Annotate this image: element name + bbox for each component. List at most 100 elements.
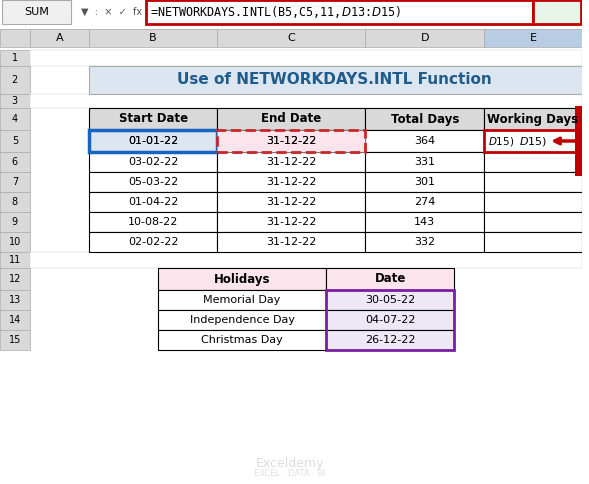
FancyBboxPatch shape [366, 108, 484, 130]
Text: 12: 12 [9, 274, 21, 284]
Text: 364: 364 [414, 136, 435, 146]
FancyBboxPatch shape [0, 29, 29, 47]
FancyBboxPatch shape [29, 252, 582, 268]
Text: 30-05-22: 30-05-22 [365, 295, 415, 305]
FancyBboxPatch shape [484, 130, 582, 152]
Text: 7: 7 [12, 177, 18, 187]
Text: 01-04-22: 01-04-22 [128, 197, 178, 207]
FancyBboxPatch shape [484, 130, 582, 152]
Text: $D$15): $D$15) [519, 135, 547, 148]
FancyBboxPatch shape [534, 0, 581, 24]
Text: Start Date: Start Date [118, 112, 188, 125]
Text: Memorial Day: Memorial Day [203, 295, 281, 305]
FancyBboxPatch shape [158, 290, 326, 310]
Text: Date: Date [375, 272, 406, 286]
FancyBboxPatch shape [366, 152, 484, 172]
FancyBboxPatch shape [217, 172, 366, 192]
FancyBboxPatch shape [484, 29, 582, 47]
Text: D: D [421, 33, 429, 43]
FancyBboxPatch shape [29, 29, 89, 47]
Text: 31-12-22: 31-12-22 [266, 136, 316, 146]
Text: SUM: SUM [24, 7, 49, 17]
FancyBboxPatch shape [89, 232, 217, 252]
Text: 15: 15 [9, 335, 21, 345]
Text: ▼  :  ×  ✓  fx: ▼ : × ✓ fx [81, 7, 142, 17]
FancyBboxPatch shape [217, 212, 366, 232]
Text: Total Days: Total Days [391, 112, 459, 125]
FancyBboxPatch shape [89, 108, 217, 130]
FancyBboxPatch shape [158, 330, 326, 350]
Text: 8: 8 [12, 197, 18, 207]
FancyBboxPatch shape [484, 172, 582, 192]
FancyBboxPatch shape [89, 29, 217, 47]
Text: 10-08-22: 10-08-22 [128, 217, 178, 227]
Text: 274: 274 [414, 197, 435, 207]
FancyBboxPatch shape [29, 50, 582, 66]
FancyBboxPatch shape [89, 212, 217, 232]
FancyBboxPatch shape [29, 94, 582, 108]
Text: 02-02-22: 02-02-22 [128, 237, 178, 247]
Text: Working Days: Working Days [487, 112, 578, 125]
FancyBboxPatch shape [0, 290, 29, 310]
Text: 31-12-22: 31-12-22 [266, 237, 316, 247]
Text: E: E [530, 33, 537, 43]
FancyBboxPatch shape [326, 310, 454, 330]
Text: A: A [55, 33, 63, 43]
FancyBboxPatch shape [217, 232, 366, 252]
Text: Christmas Day: Christmas Day [201, 335, 283, 345]
FancyBboxPatch shape [366, 29, 484, 47]
FancyBboxPatch shape [0, 192, 29, 212]
Text: 05-03-22: 05-03-22 [128, 177, 178, 187]
Text: 31-12-22: 31-12-22 [266, 136, 316, 146]
Text: EXCEL · DATA · BI: EXCEL · DATA · BI [254, 469, 326, 479]
Text: 3: 3 [12, 96, 18, 106]
FancyBboxPatch shape [484, 192, 582, 212]
FancyBboxPatch shape [158, 310, 326, 330]
FancyBboxPatch shape [484, 152, 582, 172]
FancyBboxPatch shape [89, 130, 217, 152]
FancyBboxPatch shape [146, 0, 534, 24]
Text: 2: 2 [12, 75, 18, 85]
FancyBboxPatch shape [484, 212, 582, 232]
Text: 332: 332 [414, 237, 435, 247]
Text: 26-12-22: 26-12-22 [365, 335, 415, 345]
Text: 5: 5 [12, 136, 18, 146]
Text: $D$15): $D$15) [488, 135, 514, 148]
Text: 331: 331 [414, 157, 435, 167]
Text: 10: 10 [9, 237, 21, 247]
Text: 11: 11 [9, 255, 21, 265]
FancyBboxPatch shape [575, 106, 582, 176]
FancyBboxPatch shape [217, 152, 366, 172]
FancyBboxPatch shape [326, 268, 454, 290]
FancyBboxPatch shape [217, 192, 366, 212]
Text: 04-07-22: 04-07-22 [365, 315, 415, 325]
Text: 31-12-22: 31-12-22 [266, 177, 316, 187]
Text: 31-12-22: 31-12-22 [266, 217, 316, 227]
Text: 14: 14 [9, 315, 21, 325]
FancyBboxPatch shape [0, 172, 29, 192]
FancyBboxPatch shape [484, 108, 582, 130]
FancyBboxPatch shape [0, 94, 29, 108]
Text: 31-12-22: 31-12-22 [266, 157, 316, 167]
Text: 01-01-22: 01-01-22 [128, 136, 178, 146]
Text: 03-02-22: 03-02-22 [128, 157, 178, 167]
FancyBboxPatch shape [0, 252, 29, 268]
Text: End Date: End Date [262, 112, 322, 125]
FancyBboxPatch shape [89, 66, 582, 94]
FancyBboxPatch shape [217, 130, 366, 152]
Text: C: C [287, 33, 295, 43]
FancyBboxPatch shape [366, 232, 484, 252]
Text: 6: 6 [12, 157, 18, 167]
FancyBboxPatch shape [0, 212, 29, 232]
FancyBboxPatch shape [0, 330, 29, 350]
Text: 01-01-22: 01-01-22 [128, 136, 178, 146]
FancyBboxPatch shape [158, 268, 326, 290]
FancyBboxPatch shape [366, 192, 484, 212]
FancyBboxPatch shape [217, 108, 366, 130]
FancyBboxPatch shape [326, 330, 454, 350]
FancyBboxPatch shape [0, 66, 29, 94]
FancyBboxPatch shape [2, 0, 71, 24]
Text: Holidays: Holidays [214, 272, 270, 286]
FancyBboxPatch shape [0, 268, 29, 290]
FancyBboxPatch shape [0, 29, 582, 47]
